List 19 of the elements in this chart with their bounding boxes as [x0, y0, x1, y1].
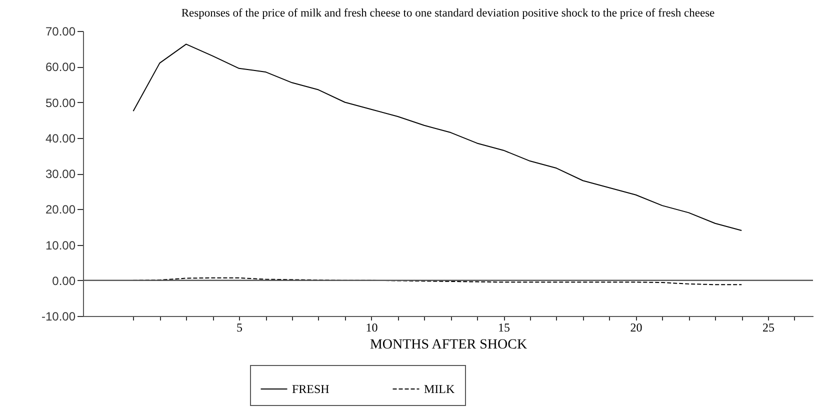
x-tick-label: 25	[762, 320, 775, 334]
y-tick-label: 30.00	[45, 167, 76, 181]
y-tick-label: 40.00	[45, 131, 76, 146]
x-tick-label: 20	[630, 320, 642, 334]
y-tick-label: 10.00	[45, 238, 76, 252]
y-tick-label: 60.00	[45, 60, 76, 74]
x-tick-label: 15	[498, 320, 510, 334]
y-tick-label: 0.00	[52, 274, 76, 288]
legend-label: MILK	[424, 382, 455, 396]
x-tick-label: 10	[366, 320, 378, 334]
line-series	[132, 44, 742, 231]
chart-title: Responses of the price of milk and fresh cheese to one standard deviation positive shock to the price of fresh cheese	[181, 8, 715, 20]
y-tick-label: 50.00	[45, 96, 76, 110]
legend-label: FRESH	[292, 382, 330, 396]
x-axis-title: MONTHS AFTER SHOCK	[370, 338, 528, 352]
y-tick-label: 70.00	[45, 24, 76, 38]
y-tick-label: -10.00	[41, 310, 76, 324]
y-tick-label: 20.00	[45, 202, 76, 217]
x-tick-label: 5	[236, 320, 243, 334]
